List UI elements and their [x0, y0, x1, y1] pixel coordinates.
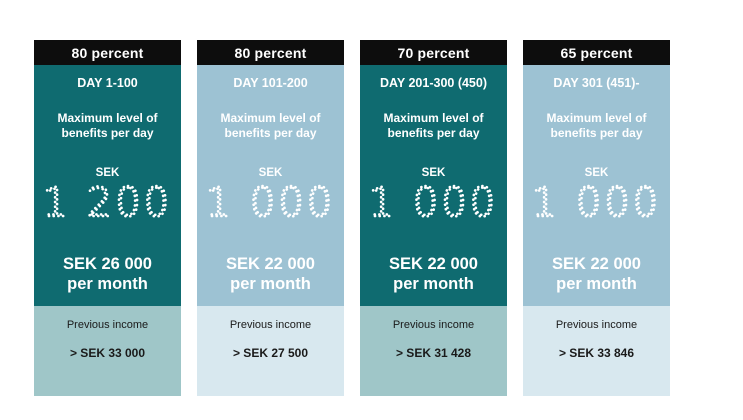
daily-amount-text: 1 200	[43, 182, 173, 222]
daily-amount: 1 200	[34, 182, 181, 222]
max-level-label: Maximum level of benefits per day	[220, 111, 321, 140]
previous-income-value: > SEK 33 000	[69, 346, 146, 360]
previous-income-value: > SEK 31 428	[395, 346, 472, 360]
previous-income-value: > SEK 27 500	[232, 346, 309, 360]
benefit-panel: DAY 301 (451)- Maximum level of benefits…	[523, 65, 670, 306]
max-level-label: Maximum level of benefits per day	[383, 111, 484, 140]
monthly-unit: per month	[556, 275, 637, 293]
monthly-value: SEK 26 000	[63, 255, 152, 273]
percent-header: 70 percent	[360, 40, 507, 65]
benefit-panel: DAY 101-200 Maximum level of benefits pe…	[197, 65, 344, 306]
previous-income-value: > SEK 33 846	[558, 346, 635, 360]
previous-income-label: Previous income	[555, 319, 638, 331]
monthly-unit: per month	[230, 275, 311, 293]
monthly-amount: SEK 26 000 per month	[34, 254, 181, 294]
monthly-value: SEK 22 000	[552, 255, 641, 273]
percent-header: 65 percent	[523, 40, 670, 65]
max-level-label: Maximum level of benefits per day	[546, 111, 647, 140]
daily-amount: 1 000	[360, 182, 507, 222]
previous-income-panel: Previous income > SEK 33 000	[34, 306, 181, 396]
percent-header: 80 percent	[197, 40, 344, 65]
previous-income-panel: Previous income > SEK 27 500	[197, 306, 344, 396]
benefit-column-2: 80 percent DAY 101-200 Maximum level of …	[197, 40, 344, 396]
benefit-column-1: 80 percent DAY 1-100 Maximum level of be…	[34, 40, 181, 396]
percent-header: 80 percent	[34, 40, 181, 65]
daily-amount: 1 000	[523, 182, 670, 222]
daily-amount: 1 000	[197, 182, 344, 222]
monthly-amount: SEK 22 000 per month	[360, 254, 507, 294]
day-range: DAY 201-300 (450)	[379, 76, 488, 90]
currency-label: SEK	[258, 167, 283, 179]
previous-income-label: Previous income	[392, 319, 475, 331]
currency-label: SEK	[584, 167, 609, 179]
max-level-label: Maximum level of benefits per day	[57, 111, 158, 140]
day-range: DAY 301 (451)-	[553, 76, 640, 90]
benefit-column-3: 70 percent DAY 201-300 (450) Maximum lev…	[360, 40, 507, 396]
benefit-panel: DAY 1-100 Maximum level of benefits per …	[34, 65, 181, 306]
currency-label: SEK	[421, 167, 446, 179]
monthly-unit: per month	[67, 275, 148, 293]
daily-amount-text: 1 000	[206, 182, 336, 222]
benefit-panel: DAY 201-300 (450) Maximum level of benef…	[360, 65, 507, 306]
day-range: DAY 1-100	[77, 76, 138, 90]
monthly-amount: SEK 22 000 per month	[523, 254, 670, 294]
previous-income-label: Previous income	[229, 319, 312, 331]
previous-income-panel: Previous income > SEK 31 428	[360, 306, 507, 396]
currency-label: SEK	[95, 167, 120, 179]
monthly-amount: SEK 22 000 per month	[197, 254, 344, 294]
day-range: DAY 101-200	[233, 76, 308, 90]
previous-income-panel: Previous income > SEK 33 846	[523, 306, 670, 396]
benefit-column-4: 65 percent DAY 301 (451)- Maximum level …	[523, 40, 670, 396]
monthly-value: SEK 22 000	[226, 255, 315, 273]
monthly-value: SEK 22 000	[389, 255, 478, 273]
previous-income-label: Previous income	[66, 319, 149, 331]
daily-amount-text: 1 000	[369, 182, 499, 222]
monthly-unit: per month	[393, 275, 474, 293]
daily-amount-text: 1 000	[532, 182, 662, 222]
